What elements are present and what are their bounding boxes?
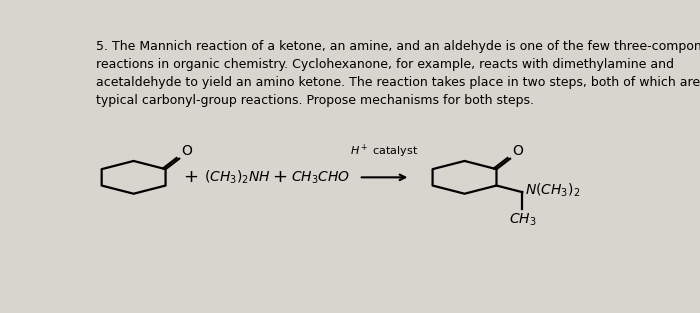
Text: $CH_3$: $CH_3$ [509, 212, 536, 228]
Text: 5. The Mannich reaction of a ketone, an amine, and an aldehyde is one of the few: 5. The Mannich reaction of a ketone, an … [96, 40, 700, 107]
Text: +: + [272, 168, 288, 186]
Text: O: O [181, 143, 193, 157]
Text: $N(CH_3)_2$: $N(CH_3)_2$ [525, 182, 580, 199]
Text: $H^+$ catalyst: $H^+$ catalyst [351, 143, 419, 161]
Text: $(CH_3)_2NH$: $(CH_3)_2NH$ [204, 169, 271, 186]
Text: +: + [183, 168, 198, 186]
Text: $CH_3CHO$: $CH_3CHO$ [291, 169, 350, 186]
Text: O: O [512, 143, 523, 157]
